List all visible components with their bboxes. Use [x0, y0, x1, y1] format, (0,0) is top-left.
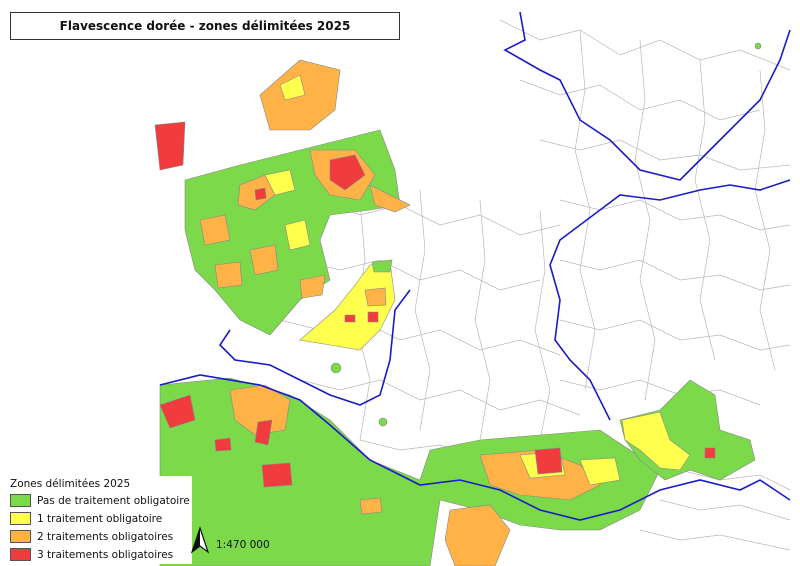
- legend-label-0: Pas de traitement obligatoire: [37, 494, 190, 507]
- legend-item-3: 3 traitements obligatoires: [10, 548, 173, 561]
- legend-item-2: 2 traitements obligatoires: [10, 530, 173, 543]
- north-arrow-icon: [190, 526, 210, 554]
- zone-north: [154, 59, 411, 336]
- legend-swatch-3: [10, 548, 31, 561]
- zone-south: [159, 377, 661, 566]
- legend-swatch-1: [10, 512, 31, 525]
- zone-east: [619, 42, 762, 481]
- legend-item-0: Pas de traitement obligatoire: [10, 494, 190, 507]
- map-legend: Zones délimitées 2025 Pas de traitement …: [6, 476, 192, 564]
- legend-label-2: 2 traitements obligatoires: [37, 530, 174, 543]
- legend-swatch-0: [10, 494, 31, 507]
- legend-title: Zones délimitées 2025: [10, 478, 131, 490]
- legend-label-1: 1 traitement obligatoire: [37, 512, 163, 525]
- legend-swatch-2: [10, 530, 31, 543]
- zone-center: [299, 259, 396, 427]
- scale-label: 1:470 000: [216, 539, 270, 551]
- legend-label-3: 3 traitements obligatoires: [37, 548, 174, 561]
- scale-bar: 1:470 000: [190, 526, 280, 556]
- legend-item-1: 1 traitement obligatoire: [10, 512, 162, 525]
- map-title: Flavescence dorée - zones délimitées 202…: [10, 12, 400, 40]
- commune-boundaries: [279, 19, 791, 551]
- department-boundaries: [159, 11, 791, 521]
